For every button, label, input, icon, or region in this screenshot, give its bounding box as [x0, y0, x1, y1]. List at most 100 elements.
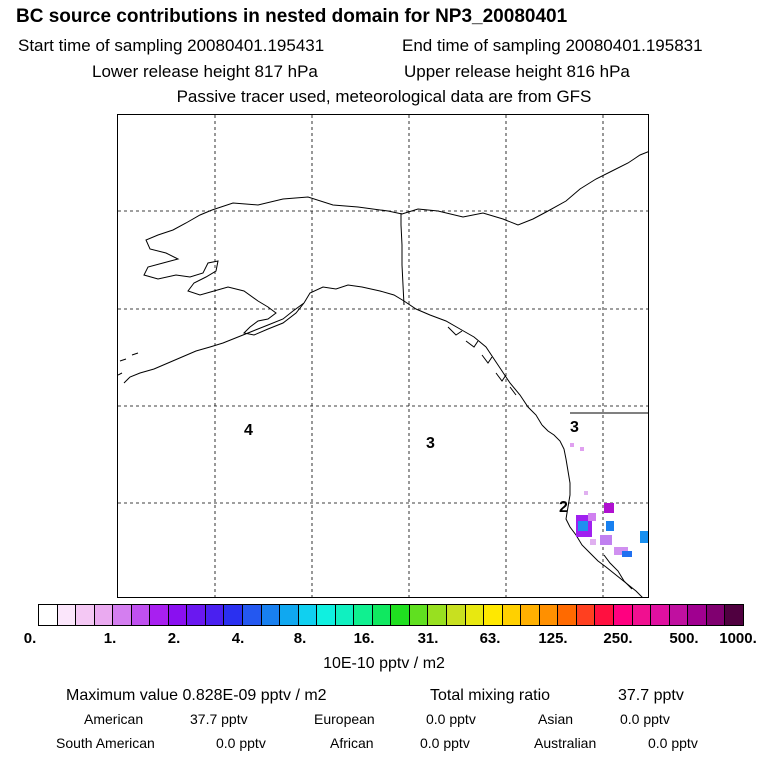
colorbar-segment	[428, 605, 448, 625]
colorbar-segment	[706, 605, 726, 625]
colorbar-tick: 16.	[353, 630, 375, 647]
colorbar-segment	[484, 605, 503, 625]
colorbar-segment	[688, 605, 707, 625]
gulf-of-alaska-coast	[303, 284, 543, 426]
colorbar-segment	[558, 605, 577, 625]
colorbar-segment	[224, 605, 244, 625]
concentration-cell	[600, 535, 612, 545]
colorbar-tick: 250.	[603, 630, 633, 647]
african-label: African	[330, 735, 374, 751]
concentration-cell	[588, 513, 596, 521]
australian-label: Australian	[534, 735, 597, 751]
region-label-4: 4	[244, 422, 253, 439]
colorbar-segment	[651, 605, 670, 625]
colorbar-segment	[57, 605, 77, 625]
colorbar-segment	[113, 605, 132, 625]
map-panel: 4 3 3 2	[117, 114, 649, 598]
european-value: 0.0 pptv	[426, 711, 476, 727]
american-value: 37.7 pptv	[190, 711, 248, 727]
concentration-cell	[570, 443, 574, 447]
colorbar-segment	[168, 605, 188, 625]
colorbar-tick: 8.	[293, 630, 307, 647]
colorbar-tick: 4.	[231, 630, 245, 647]
concentration-cell	[604, 503, 614, 513]
colorbar-segment	[372, 605, 392, 625]
colorbar-segment	[243, 605, 262, 625]
south-american-label: South American	[56, 735, 155, 751]
colorbar-segment	[725, 605, 743, 625]
european-label: European	[314, 711, 375, 727]
colorbar-segment	[613, 605, 633, 625]
colorbar-segment	[261, 605, 281, 625]
colorbar-tick: 500.	[669, 630, 699, 647]
colorbar-segment	[391, 605, 410, 625]
colorbar-segment	[632, 605, 652, 625]
colorbar-tick: 2.	[167, 630, 181, 647]
concentration-patches	[570, 443, 648, 557]
lower-release-height: Lower release height 817 hPa	[92, 62, 318, 81]
concentration-cell	[578, 521, 588, 531]
region-label-2: 2	[559, 499, 568, 516]
colorbar-segment	[409, 605, 429, 625]
colorbar-segment	[335, 605, 355, 625]
colorbar-segment	[354, 605, 373, 625]
colorbar-segment	[150, 605, 169, 625]
maximum-value: Maximum value 0.828E-09 pptv / m2	[66, 687, 327, 704]
colorbar-segment	[205, 605, 225, 625]
concentration-cell	[606, 521, 614, 531]
coastlines	[118, 151, 648, 597]
colorbar-segment	[669, 605, 689, 625]
end-time: End time of sampling 20080401.195831	[402, 36, 703, 55]
colorbar-segment	[595, 605, 614, 625]
graticule	[118, 115, 648, 597]
concentration-cell	[614, 547, 628, 555]
concentration-cell	[580, 447, 584, 451]
colorbar	[38, 604, 744, 626]
colorbar-segment	[39, 605, 58, 625]
african-value: 0.0 pptv	[420, 735, 470, 751]
alaska-peninsula	[123, 302, 305, 384]
colorbar-tick: 125.	[538, 630, 568, 647]
colorbar-segment	[502, 605, 522, 625]
start-time: Start time of sampling 20080401.195431	[18, 36, 325, 55]
region-label-3-coast: 3	[570, 419, 579, 436]
pacific-northwest-coast	[541, 424, 643, 597]
colorbar-segment	[76, 605, 95, 625]
canada-us-border	[400, 213, 405, 306]
alaska-west-coast	[143, 209, 305, 336]
colorbar-segment	[465, 605, 485, 625]
american-label: American	[84, 711, 144, 727]
asian-label: Asian	[538, 711, 574, 727]
asian-value: 0.0 pptv	[620, 711, 670, 727]
colorbar-segment	[187, 605, 206, 625]
colorbar-segment	[539, 605, 559, 625]
concentration-cell	[584, 491, 588, 495]
south-american-value: 0.0 pptv	[216, 735, 266, 751]
inside-passage-islands	[447, 326, 517, 396]
colorbar-segment	[280, 605, 299, 625]
total-mixing-ratio-label: Total mixing ratio	[430, 687, 551, 704]
upper-release-height: Upper release height 816 hPa	[404, 62, 630, 81]
total-mixing-ratio-value: 37.7 pptv	[618, 687, 684, 704]
concentration-cell	[640, 531, 648, 543]
colorbar-tick: 1.	[103, 630, 117, 647]
colorbar-tick: 1000.	[719, 630, 757, 647]
aleutian-islands	[118, 352, 139, 376]
map-svg: 4 3 3 2	[118, 115, 648, 597]
concentration-cell	[622, 551, 632, 557]
colorbar-tick: 63.	[479, 630, 501, 647]
colorbar-segment	[317, 605, 336, 625]
colorbar-segment	[298, 605, 318, 625]
tracer-note: Passive tracer used, meteorological data…	[176, 87, 592, 106]
colorbar-segment	[521, 605, 540, 625]
plot-title: BC source contributions in nested domain…	[16, 6, 568, 27]
colorbar-segment	[94, 605, 114, 625]
mexico-coast	[603, 554, 633, 590]
arctic-coast	[211, 151, 648, 226]
australian-value: 0.0 pptv	[648, 735, 698, 751]
colorbar-segment	[131, 605, 151, 625]
colorbar-tick: 0.	[23, 630, 37, 647]
colorbar-segment	[576, 605, 596, 625]
region-label-3: 3	[426, 435, 435, 452]
colorbar-segment	[447, 605, 466, 625]
